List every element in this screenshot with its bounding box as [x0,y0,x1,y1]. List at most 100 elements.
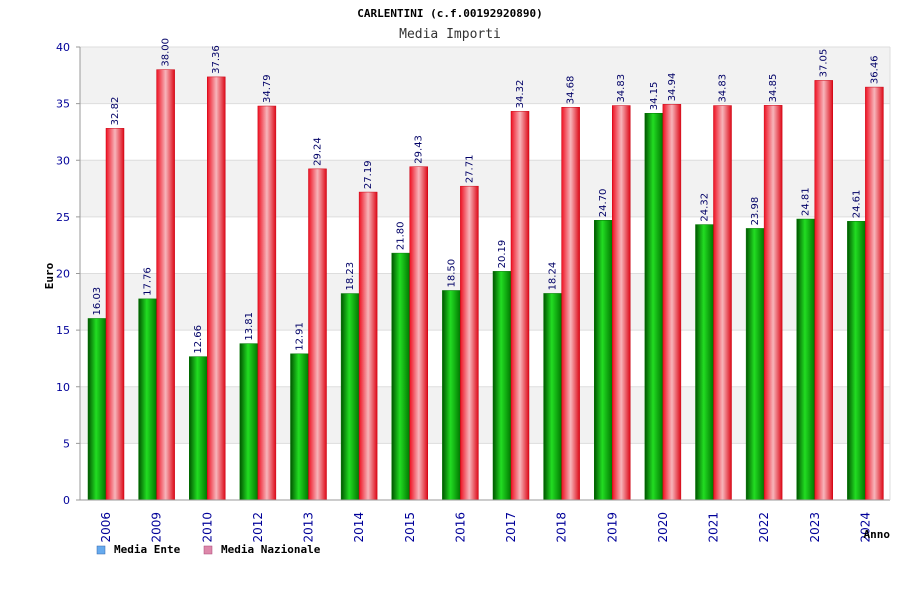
value-label-media-ente: 24.81 [801,187,812,216]
bar-media-ente [745,228,765,501]
bar-media-ente [442,290,461,501]
x-tick-label: 2006 [99,512,113,543]
bar-media-nazionale [662,104,682,501]
y-axis-label: Euro [43,262,56,289]
y-tick-labels: 0 5 10 15 20 25 30 35 40 [56,41,70,507]
bar-media-nazionale [510,111,530,501]
x-tick-label: 2024 [858,512,872,543]
value-label-media-ente: 23.98 [750,197,761,226]
x-tick-label: 2023 [808,512,822,543]
bar-media-ente [847,221,866,501]
value-label-media-ente: 20.19 [497,240,508,269]
bar-media-ente [189,356,208,501]
x-tick-label: 2022 [757,512,771,543]
x-tick-label: 2012 [251,512,265,543]
bar-media-ente [543,293,562,501]
y-tick-label: 30 [56,154,70,167]
value-label-media-ente: 12.91 [295,322,306,351]
bar-media-nazionale [612,105,631,501]
x-tick-label: 2014 [352,512,366,543]
value-label-media-ente: 18.50 [446,259,457,288]
value-label-media-nazionale: 36.46 [869,55,880,84]
bar-media-ente [138,298,157,501]
legend-swatch-nazionale [203,545,213,555]
value-label-media-nazionale: 32.82 [110,97,121,126]
bar-media-nazionale [865,86,884,501]
bar-media-nazionale [105,128,125,501]
axes-group [79,47,891,501]
x-tick-label: 2013 [302,512,316,543]
y-tick-label: 0 [63,494,70,507]
bar-media-nazionale [156,69,175,501]
chart-subtitle: Media Importi [399,27,501,42]
legend-label-nazionale: Media Nazionale [221,543,321,556]
value-label-media-nazionale: 27.19 [363,160,374,189]
value-label-media-ente: 21.80 [396,221,407,250]
bar-media-ente [594,220,613,501]
x-tick-label: 2021 [707,512,721,543]
bar-media-nazionale [763,105,783,501]
x-axis-label: Anno [864,528,891,541]
y-tick-label: 40 [56,41,70,54]
bar-media-nazionale [257,105,277,501]
value-label-media-ente: 12.66 [193,325,204,354]
bar-media-nazionale [207,76,226,501]
x-tick-label: 2016 [453,512,467,543]
x-tick-label: 2015 [403,512,417,543]
value-label-media-nazionale: 34.79 [262,74,273,103]
y-tick-label: 10 [56,381,70,394]
bar-media-ente [290,353,309,501]
value-label-media-nazionale: 27.71 [464,155,475,184]
y-tick-label: 35 [56,98,70,111]
value-label-media-ente: 18.24 [548,262,559,291]
y-tick-label: 25 [56,211,70,224]
value-label-media-ente: 34.15 [649,82,660,111]
value-label-media-nazionale: 38.00 [161,38,172,67]
bar-media-ente [492,271,512,501]
value-label-media-nazionale: 34.83 [616,74,627,103]
bar-media-ente [391,252,410,501]
y-tick-label: 15 [56,324,70,337]
value-label-media-nazionale: 37.05 [819,49,830,78]
value-label-media-ente: 18.23 [345,262,356,291]
y-tick-label: 20 [56,268,70,281]
legend-label-ente: Media Ente [114,543,181,556]
bar-media-ente [340,293,360,501]
value-labels-group: 16.03 32.82 17.76 38.00 12.66 37.36 13.81 34.79… [92,38,880,354]
bar-media-nazionale [409,166,428,501]
bar-media-ente [87,318,107,501]
bar-media-nazionale [713,105,732,501]
x-tick-label: 2009 [150,512,164,543]
value-label-media-ente: 24.70 [598,189,609,218]
y-tick-label: 5 [63,437,70,450]
legend: Media Ente Media Nazionale [96,543,321,556]
value-label-media-nazionale: 34.83 [718,74,729,103]
value-label-media-ente: 24.32 [700,193,711,222]
bar-media-nazionale [561,106,580,501]
value-label-media-nazionale: 34.85 [768,74,779,103]
value-label-media-nazionale: 29.24 [313,137,324,166]
x-tick-labels: 2006 2009 2010 2012 2013 2014 2015 2016 2017 2018… [99,512,872,543]
bar-media-ente [239,343,259,501]
value-label-media-ente: 17.76 [143,267,154,296]
x-tick-label: 2020 [656,512,670,543]
value-label-media-ente: 16.03 [92,287,103,316]
value-label-media-nazionale: 34.94 [667,73,678,102]
value-label-media-nazionale: 29.43 [414,135,425,164]
bar-media-nazionale [460,185,479,501]
x-tick-label: 2019 [605,512,619,543]
value-label-media-nazionale: 34.68 [566,76,577,105]
bar-media-ente [796,218,815,501]
bar-media-ente [644,113,664,501]
bar-media-ente [695,224,714,501]
legend-swatch-ente [96,545,106,555]
x-tick-label: 2017 [504,512,518,543]
x-tick-label: 2018 [555,512,569,543]
value-label-media-nazionale: 34.32 [515,80,526,109]
bar-media-nazionale [308,168,327,501]
bar-media-nazionale [814,80,833,501]
x-tick-label: 2010 [200,512,214,543]
chart-title: CARLENTINI (c.f.00192920890) [357,7,542,20]
value-label-media-nazionale: 37.36 [211,45,222,74]
